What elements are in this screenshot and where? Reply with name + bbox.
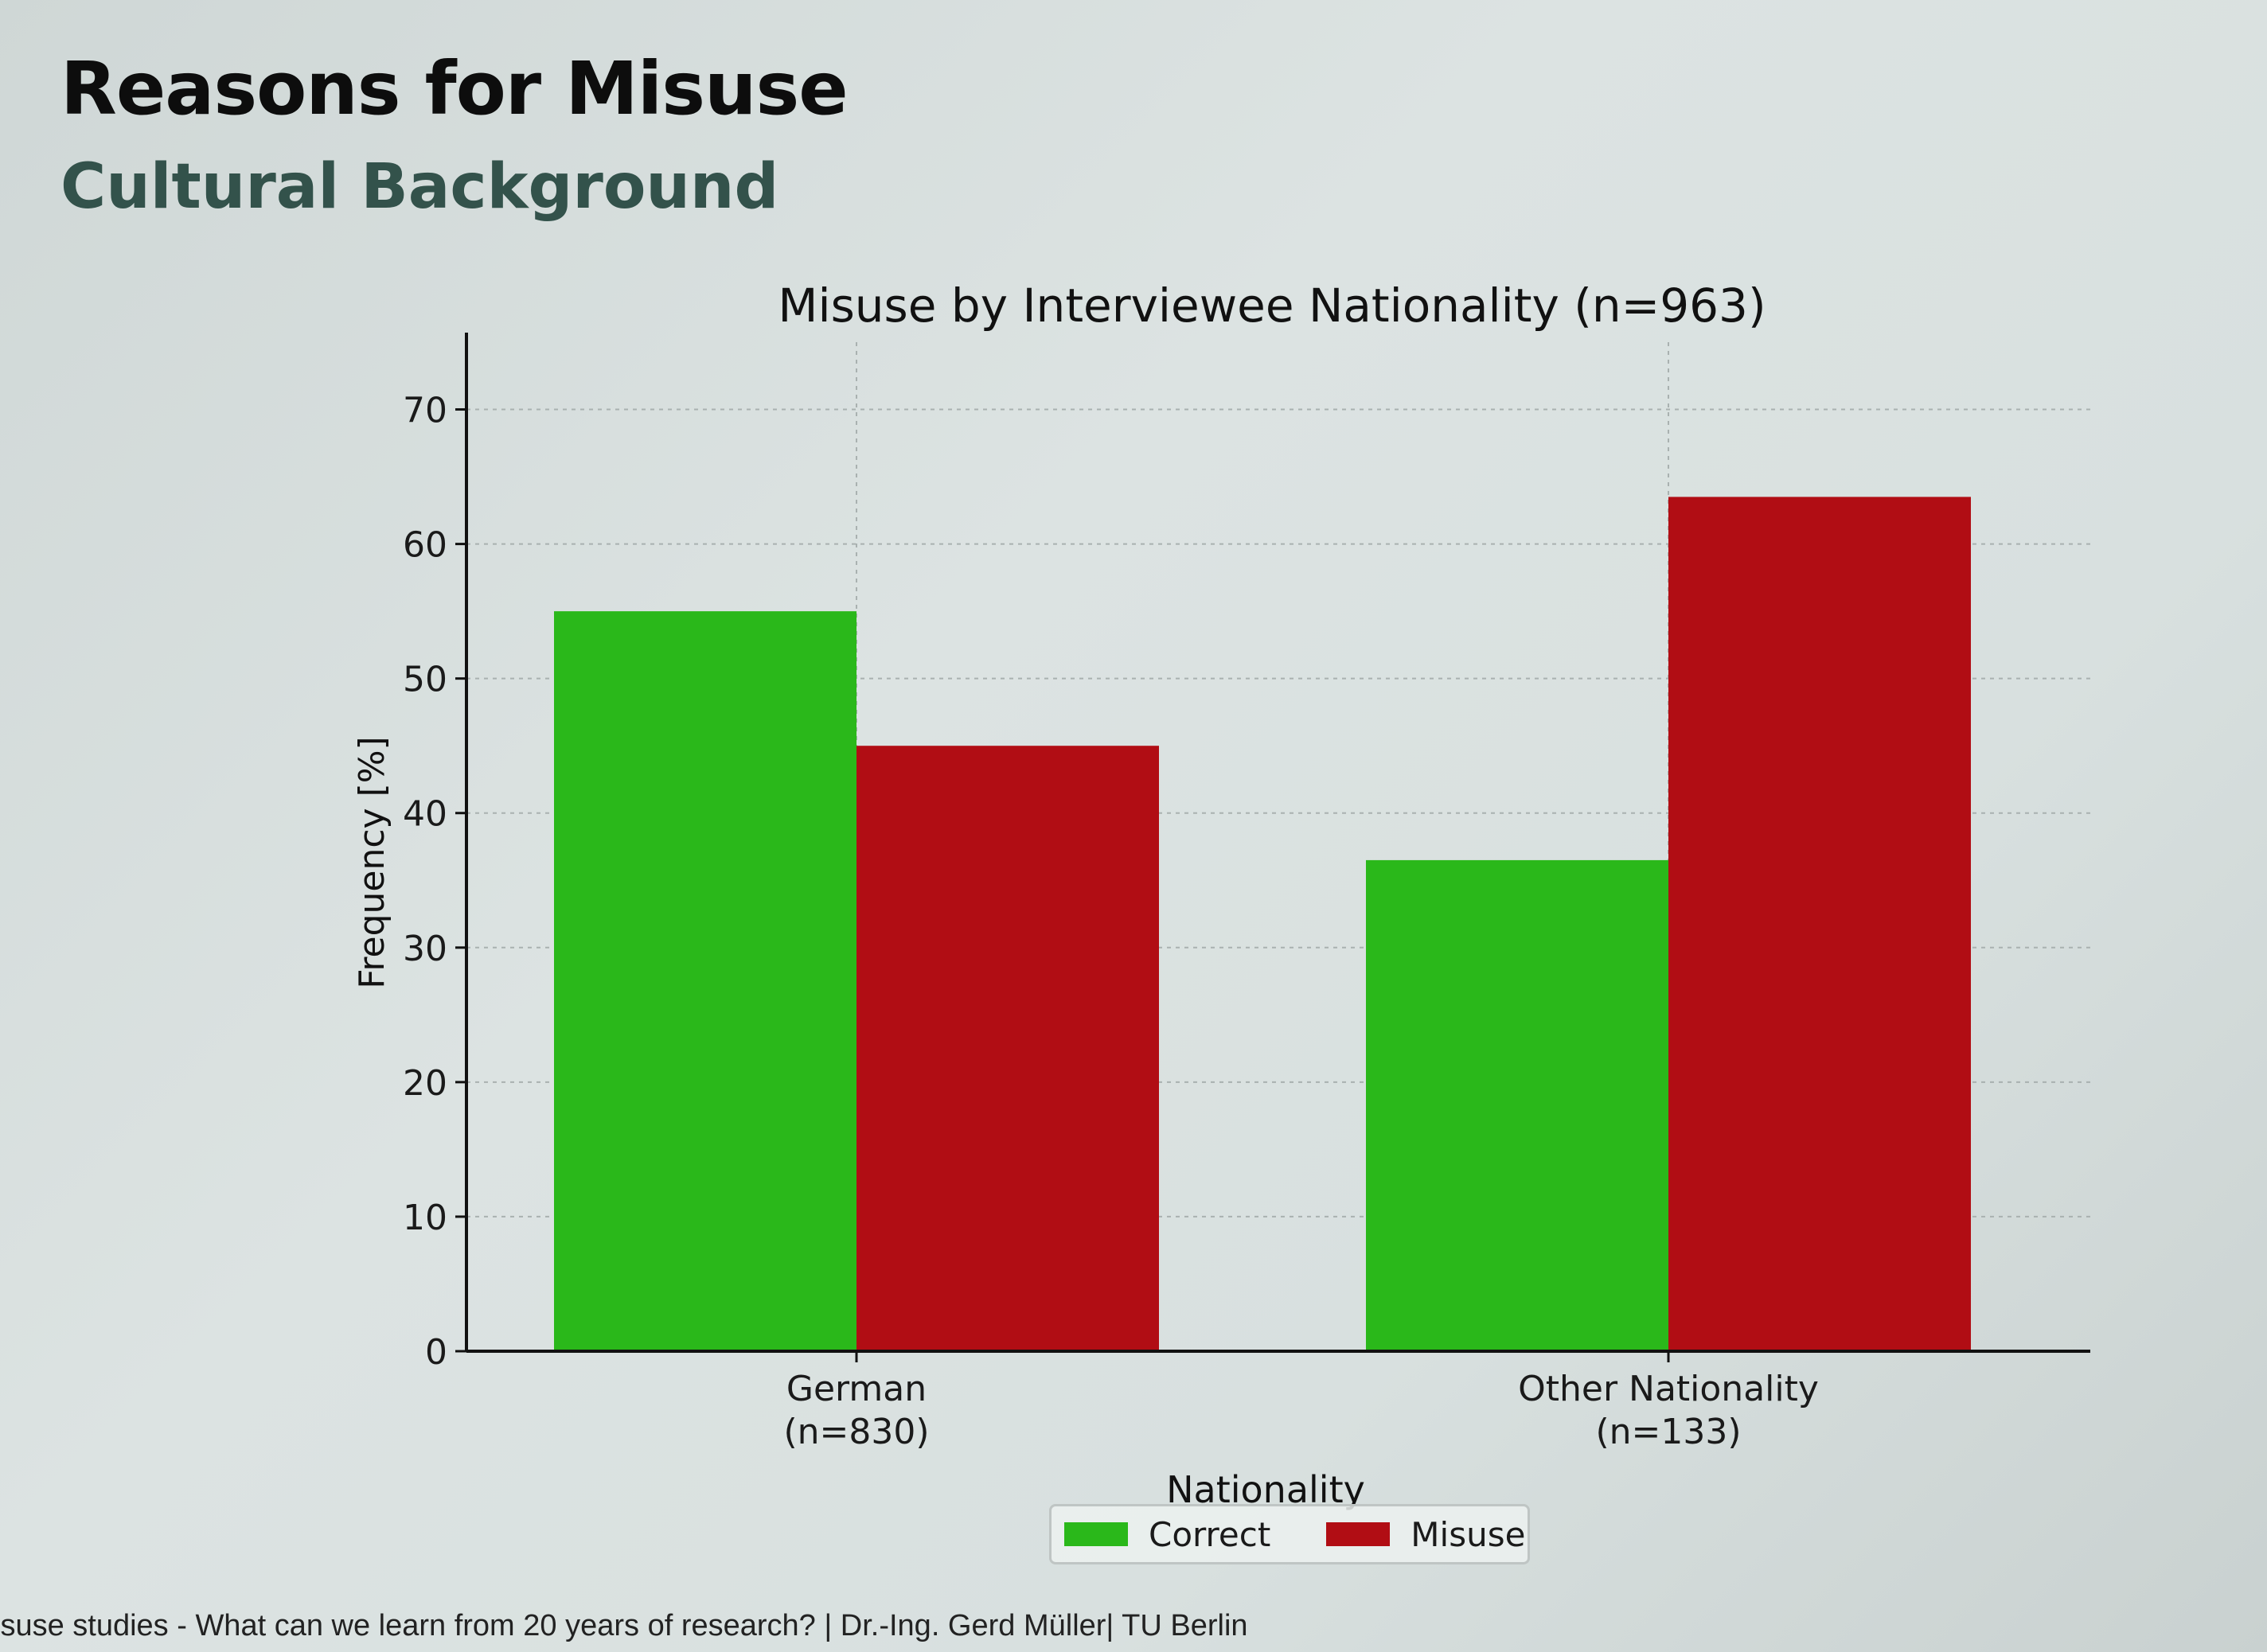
axes — [455, 333, 2090, 1362]
legend-label-misuse: Misuse — [1411, 1514, 1526, 1554]
slide-footer: isuse studies - What can we learn from 2… — [0, 1609, 1248, 1642]
slide-subtitle: Cultural Background — [60, 151, 779, 223]
legend-label-correct: Correct — [1149, 1514, 1271, 1554]
y-tick-label-10: 10 — [403, 1198, 447, 1238]
y-axis-label: Frequency [%] — [352, 736, 392, 988]
bar-correct-1 — [1366, 859, 1668, 1351]
legend-item-misuse: Misuse — [1326, 1515, 1525, 1554]
x-tick-sublabel-0: (n=830) — [783, 1412, 929, 1452]
y-tick-label-20: 20 — [403, 1063, 447, 1104]
legend-swatch-misuse — [1326, 1522, 1391, 1546]
chart-title: Misuse by Interviewee Nationality (n=963… — [778, 279, 1766, 333]
chart-legend: Correct Misuse — [1049, 1504, 1530, 1564]
x-tick-label-0: German — [786, 1369, 927, 1409]
bars — [554, 497, 1971, 1351]
y-tick-label-50: 50 — [403, 660, 447, 700]
y-tick-label-0: 0 — [425, 1332, 447, 1373]
y-tick-label-30: 30 — [403, 929, 447, 969]
bar-misuse-0 — [856, 746, 1159, 1351]
x-tick-label-1: Other Nationality — [1518, 1369, 1819, 1409]
legend-swatch-correct — [1064, 1522, 1128, 1546]
y-tick-label-70: 70 — [403, 391, 447, 431]
bar-misuse-1 — [1668, 497, 1971, 1351]
y-tick-label-40: 40 — [403, 794, 447, 835]
bar-correct-0 — [554, 611, 856, 1351]
slide-title: Reasons for Misuse — [60, 46, 849, 131]
legend-item-correct: Correct — [1064, 1515, 1270, 1554]
x-tick-sublabel-1: (n=133) — [1595, 1412, 1741, 1452]
y-tick-label-60: 60 — [403, 525, 447, 566]
